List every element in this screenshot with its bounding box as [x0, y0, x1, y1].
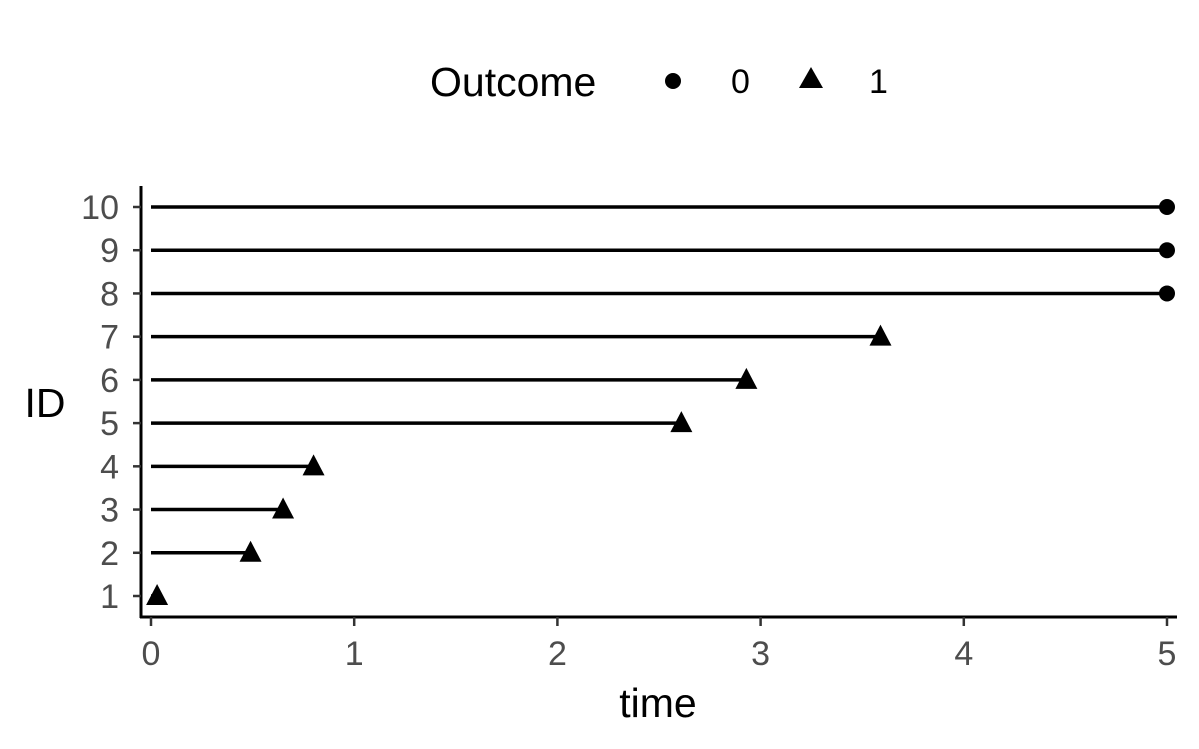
y-axis-title: ID: [25, 380, 66, 426]
x-axis-title: time: [619, 680, 696, 726]
marker-triangle-4: [302, 454, 325, 476]
marker-triangle-6: [735, 367, 758, 389]
y-tick-label: 4: [100, 448, 119, 486]
marker-circle-9: [1159, 242, 1175, 259]
axes: [139, 186, 1177, 619]
x-tick-label: 4: [954, 635, 973, 673]
event-markers: [146, 199, 1175, 605]
x-tick-label: 5: [1158, 635, 1177, 673]
x-tick-label: 0: [142, 635, 161, 673]
y-tick-label: 10: [81, 189, 119, 227]
marker-triangle-5: [670, 411, 693, 433]
x-tick-label: 2: [548, 635, 567, 673]
legend-label-0: 0: [731, 63, 750, 101]
y-tick-label: 2: [100, 535, 119, 573]
y-tick-label: 9: [100, 232, 119, 270]
marker-triangle-1: [146, 584, 169, 605]
legend-title: Outcome: [430, 59, 596, 105]
legend-label-1: 1: [869, 63, 888, 101]
legend-circle-marker: [665, 73, 681, 89]
x-tick-label: 1: [345, 635, 364, 673]
swim-lanes: [151, 205, 1167, 598]
marker-triangle-3: [272, 497, 295, 519]
y-tick-label: 6: [100, 362, 119, 400]
legend-triangle-marker: [799, 67, 823, 88]
y-tick-label: 5: [100, 405, 119, 443]
y-tick-label: 7: [100, 319, 119, 357]
x-ticks: 0 1 2 3 4 5: [142, 617, 1177, 673]
legend: Outcome 0 1: [430, 59, 888, 105]
marker-circle-10: [1159, 199, 1175, 215]
y-tick-label: 1: [100, 578, 119, 616]
marker-circle-8: [1159, 285, 1175, 302]
marker-triangle-2: [239, 540, 262, 562]
marker-triangle-7: [869, 324, 892, 346]
y-ticks: 1 2 3 4 5 6 7 8 9 10: [81, 189, 141, 616]
y-tick-label: 8: [100, 275, 119, 313]
x-tick-label: 3: [751, 635, 770, 673]
y-tick-label: 3: [100, 492, 119, 530]
